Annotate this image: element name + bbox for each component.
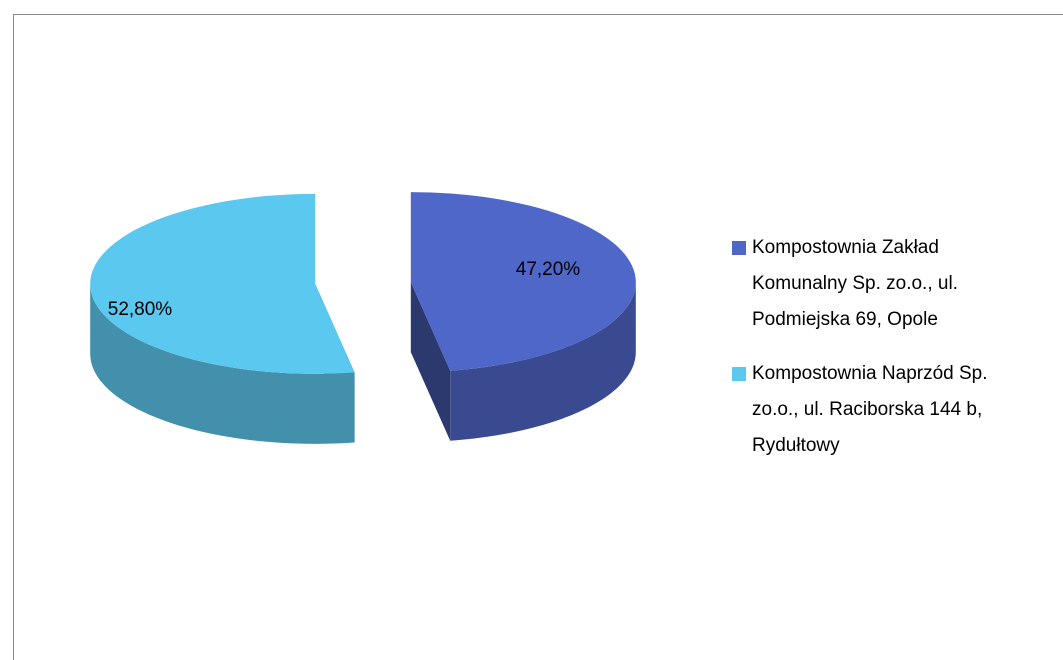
- legend-swatch: [732, 241, 746, 255]
- legend-item: Kompostownia Naprzód Sp. zo.o., ul. Raci…: [732, 356, 1027, 464]
- pie-slice: [90, 193, 355, 374]
- pie-slice: [410, 192, 636, 371]
- legend-label: Kompostownia Naprzód Sp. zo.o., ul. Raci…: [752, 363, 988, 456]
- legend-swatch: [732, 367, 746, 381]
- data-label: 47,20%: [516, 259, 581, 280]
- legend-label: Kompostownia Zakład Komunalny Sp. zo.o.,…: [752, 237, 958, 330]
- legend-item: Kompostownia Zakład Komunalny Sp. zo.o.,…: [732, 230, 1027, 338]
- slice-side: [450, 282, 636, 441]
- slice-side: [90, 283, 355, 444]
- slice-side: [410, 282, 451, 441]
- chart-frame: [13, 14, 1063, 660]
- data-label: 52,80%: [108, 299, 173, 320]
